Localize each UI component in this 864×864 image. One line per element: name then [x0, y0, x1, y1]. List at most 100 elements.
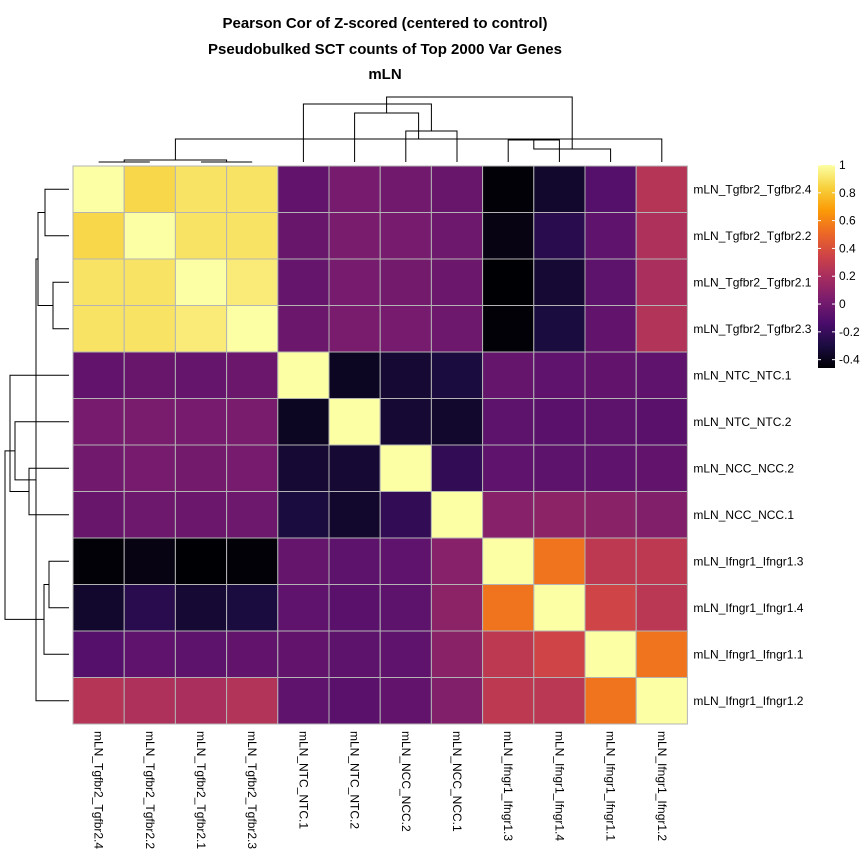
heatmap-cell	[328, 584, 381, 632]
column-labels: mLN_Tgfbr2_Tgfbr2.4 mLN_Tgfbr2_Tgfbr2.2 mL…	[92, 731, 669, 849]
heatmap-cell	[584, 491, 637, 539]
heatmap-cell	[123, 630, 176, 678]
column-label: mLN_NCC_NCC.1	[450, 731, 464, 832]
heatmap-cell	[430, 444, 484, 492]
dendrogram-branch	[48, 560, 69, 609]
heatmap-cell	[533, 165, 586, 213]
heatmap-cell	[226, 584, 279, 632]
heatmap-cell	[533, 398, 586, 446]
heatmap-cell	[533, 305, 586, 353]
heatmap-cell	[72, 491, 125, 539]
heatmap-cell	[226, 212, 279, 260]
heatmap-cell	[482, 258, 535, 306]
heatmap-cell	[584, 258, 637, 306]
heatmap-cell	[430, 537, 484, 585]
heatmap-cell	[328, 212, 381, 260]
heatmap-cells	[72, 165, 688, 725]
heatmap-cell	[430, 212, 484, 260]
heatmap-cell	[635, 305, 688, 353]
heatmap-cell	[123, 444, 176, 492]
legend-tick-label: -0.2	[839, 325, 860, 339]
heatmap-cell	[174, 537, 228, 585]
heatmap-cell	[430, 351, 484, 399]
heatmap-cell	[277, 212, 330, 260]
legend-tick-label: 0.2	[839, 269, 856, 283]
heatmap-cell	[123, 305, 176, 353]
heatmap-cell	[123, 537, 176, 585]
heatmap-cell	[174, 258, 228, 306]
dendrogram-branch	[354, 112, 420, 162]
heatmap-cell	[635, 584, 688, 632]
chart-title-line-2: Pseudobulked SCT counts of Top 2000 Var …	[208, 41, 562, 58]
dendrogram-branch	[14, 421, 69, 481]
row-label: mLN_Tgfbr2_Tgfbr2.1	[693, 275, 811, 289]
color-legend: 1 0.8 0.6 0.4 0.2 0 -0.2 -0.4	[818, 158, 860, 368]
legend-tick-label: 0.4	[839, 241, 856, 255]
row-label: mLN_Ifngr1_Ifngr1.2	[693, 694, 803, 708]
heatmap-cell	[174, 630, 228, 678]
heatmap-cell	[379, 258, 432, 306]
heatmap-cell	[635, 630, 688, 678]
heatmap-cell	[482, 305, 535, 353]
heatmap-cell	[72, 351, 125, 399]
heatmap-cell	[379, 305, 432, 353]
heatmap-cell	[277, 537, 330, 585]
heatmap-cell	[328, 677, 381, 725]
column-label: mLN_Tgfbr2_Tgfbr2.3	[245, 731, 259, 849]
heatmap-cell	[277, 165, 330, 213]
row-label: mLN_Tgfbr2_Tgfbr2.3	[693, 322, 811, 336]
heatmap-cell	[174, 165, 228, 213]
heatmap-cell	[226, 305, 279, 353]
heatmap-cell	[328, 398, 381, 446]
heatmap-cell	[584, 584, 637, 632]
heatmap-cell	[584, 305, 637, 353]
heatmap-cell	[174, 305, 228, 353]
heatmap-cell	[584, 444, 637, 492]
heatmap-cell	[72, 212, 125, 260]
heatmap-cell	[277, 351, 330, 399]
heatmap-cell	[584, 630, 637, 678]
dendrogram-branch	[9, 374, 69, 492]
heatmap-cell	[379, 212, 432, 260]
column-label: mLN_Ifngr1_Ifngr1.2	[655, 731, 669, 841]
dendrogram-branch	[174, 138, 663, 162]
column-label: mLN_NTC_NTC.2	[348, 731, 362, 829]
heatmap-cell	[482, 677, 535, 725]
heatmap-cell	[482, 165, 535, 213]
heatmap-cell	[379, 677, 432, 725]
dendrogram-branch	[44, 188, 69, 237]
heatmap-cell	[379, 444, 432, 492]
heatmap-cell	[226, 444, 279, 492]
heatmap-cell	[226, 351, 279, 399]
row-labels: mLN_Tgfbr2_Tgfbr2.4 mLN_Tgfbr2_Tgfbr2.2 mL…	[693, 182, 811, 708]
row-label: mLN_NCC_NCC.2	[693, 461, 794, 475]
column-label: mLN_Ifngr1_Ifngr1.4	[552, 731, 566, 841]
heatmap-cell	[72, 165, 125, 213]
row-label: mLN_Tgfbr2_Tgfbr2.2	[693, 229, 811, 243]
heatmap-cell	[533, 537, 586, 585]
heatmap-cell	[226, 165, 279, 213]
heatmap-cell	[174, 398, 228, 446]
heatmap-cell	[72, 305, 125, 353]
row-dendrogram	[4, 188, 69, 702]
heatmap-cell	[72, 677, 125, 725]
heatmap-cell	[328, 491, 381, 539]
column-label: mLN_NCC_NCC.2	[399, 731, 413, 832]
heatmap-cell	[635, 351, 688, 399]
heatmap-cell	[533, 491, 586, 539]
heatmap-cell	[277, 444, 330, 492]
column-label: mLN_Tgfbr2_Tgfbr2.4	[92, 731, 106, 849]
heatmap-cell	[379, 491, 432, 539]
heatmap-cell	[379, 537, 432, 585]
row-label: mLN_Ifngr1_Ifngr1.4	[693, 601, 803, 615]
heatmap-cell	[430, 491, 484, 539]
column-dendrogram	[98, 96, 663, 163]
heatmap-cell	[123, 584, 176, 632]
column-label: mLN_NTC_NTC.1	[296, 731, 310, 829]
heatmap-cell	[123, 165, 176, 213]
heatmap-cell	[533, 351, 586, 399]
heatmap-cell	[430, 165, 484, 213]
heatmap-cell	[328, 258, 381, 306]
legend-color-bar	[818, 165, 835, 368]
